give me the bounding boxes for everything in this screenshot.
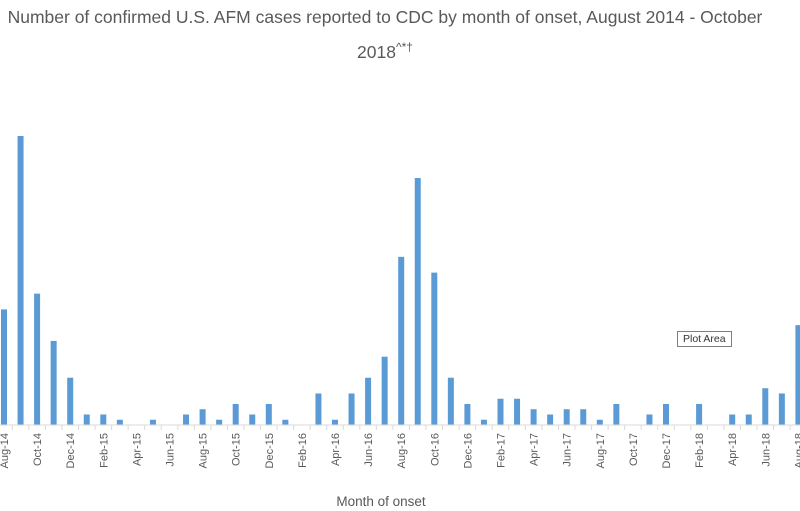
bar-dec-16: [464, 403, 471, 425]
bar-dec-14: [67, 377, 74, 425]
chart-title-superscript: ^*†: [395, 40, 413, 54]
bar-feb-17: [497, 398, 504, 425]
bar-apr-17: [530, 409, 537, 425]
bar-jul-15: [183, 414, 190, 425]
bar-nov-15: [249, 414, 256, 425]
bar-may-18: [745, 414, 752, 425]
x-tick-label: Jun-16: [363, 433, 375, 467]
x-tick-label: Aug-15: [198, 433, 210, 468]
bar-feb-18: [696, 403, 703, 425]
x-tick-label: Jun-15: [165, 433, 177, 467]
x-tick-label: Aug-14: [0, 433, 11, 468]
bar-may-15: [149, 419, 156, 425]
x-axis-title: Month of onset: [336, 494, 426, 509]
bar-oct-14: [34, 293, 41, 425]
bar-jan-15: [83, 414, 90, 425]
bar-aug-14: [1, 309, 7, 425]
plot-area-tooltip: Plot Area: [677, 331, 732, 347]
x-tick-label: Aug-17: [595, 433, 607, 468]
bar-apr-16: [332, 419, 338, 425]
bar-dec-15: [265, 403, 272, 425]
x-tick-label: Feb-18: [694, 433, 706, 468]
bar-may-17: [547, 414, 554, 425]
bar-nov-17: [646, 414, 653, 425]
chart-title: Number of confirmed U.S. AFM cases repor…: [0, 2, 770, 67]
bar-jul-16: [381, 356, 388, 425]
x-tick-label: Apr-18: [727, 433, 739, 466]
bar-aug-15: [199, 409, 206, 425]
x-tick-label: Oct-15: [231, 433, 243, 466]
bar-aug-16: [398, 256, 405, 425]
x-tick-label: Oct-14: [32, 433, 44, 466]
bar-apr-18: [729, 414, 736, 425]
bar-sep-17: [613, 403, 620, 425]
x-tick-label: Dec-16: [462, 433, 474, 468]
bar-mar-16: [315, 393, 322, 425]
x-tick-label: Apr-17: [529, 433, 541, 466]
x-tick-label: Oct-17: [628, 433, 640, 466]
bar-dec-17: [663, 403, 669, 425]
bar-series: [1, 136, 800, 425]
bar-sep-15: [216, 419, 223, 425]
bar-jun-16: [365, 377, 372, 425]
bar-jan-17: [480, 419, 487, 425]
bar-nov-14: [50, 340, 57, 425]
x-tick-label: Jun-18: [760, 433, 772, 467]
bar-aug-18: [795, 325, 800, 425]
bar-feb-15: [100, 414, 107, 425]
bar-oct-16: [431, 272, 438, 425]
x-tick-label: Dec-14: [65, 433, 77, 468]
bar-may-16: [348, 393, 355, 425]
x-tick-label: Oct-16: [429, 433, 441, 466]
bar-jun-17: [563, 409, 570, 425]
x-tick-label: Feb-15: [98, 433, 110, 468]
x-tick-label: Feb-17: [496, 433, 508, 468]
chart-title-text: Number of confirmed U.S. AFM cases repor…: [7, 7, 763, 62]
bar-jun-18: [762, 388, 769, 425]
bar-nov-16: [447, 377, 454, 425]
bar-jan-16: [282, 419, 289, 425]
x-tick-label: Jun-17: [562, 433, 574, 467]
x-tick-label: Feb-16: [297, 433, 309, 468]
bar-oct-15: [232, 403, 239, 425]
bar-sep-14: [17, 136, 24, 425]
x-tick-label: Apr-16: [330, 433, 342, 466]
x-axis-ticks: Aug-14 Oct-14 Dec-14 Feb-15 Apr-15 Jun-15 Aug-…: [0, 425, 800, 468]
x-tick-label: Dec-15: [264, 433, 276, 468]
bar-sep-16: [414, 178, 421, 425]
bar-mar-15: [116, 419, 123, 425]
bar-mar-17: [514, 398, 521, 425]
x-tick-label: Aug-18: [793, 433, 800, 468]
bar-jul-18: [778, 393, 785, 425]
x-tick-label: Aug-16: [396, 433, 408, 468]
bar-jul-17: [580, 409, 587, 425]
bar-aug-17: [596, 419, 603, 425]
x-tick-label: Apr-15: [131, 433, 143, 466]
x-tick-label: Dec-17: [661, 433, 673, 468]
